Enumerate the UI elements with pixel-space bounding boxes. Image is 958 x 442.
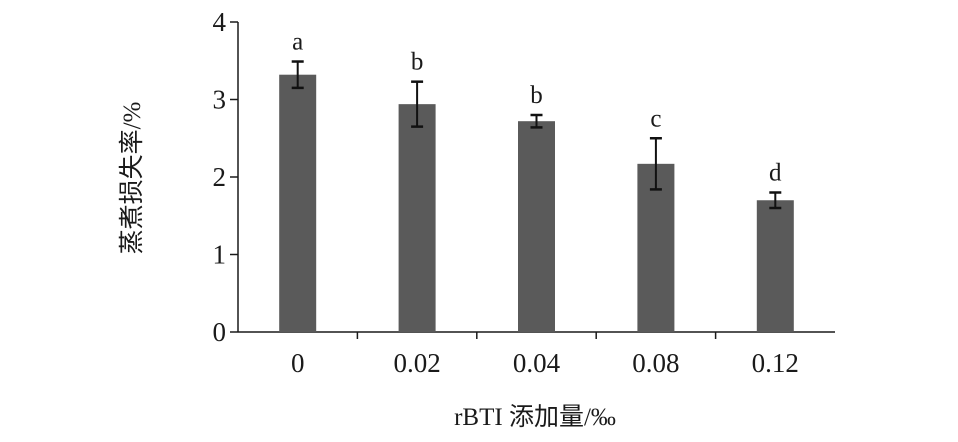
bar [279,74,317,332]
x-tick-label: 0.08 [632,348,679,378]
bar [398,104,436,333]
x-tick-label: 0.04 [513,348,561,378]
x-axis-title: rBTI 添加量/‰ [454,403,616,431]
bar [518,121,555,332]
significance-label: a [292,29,303,56]
y-tick-label: 3 [213,85,227,115]
y-tick-label: 0 [213,317,227,347]
bar [637,163,675,332]
plot-area: 0 1 2 3 4 a 0 b 0.02 b 0.04 c 0.08 d 0.12 [213,7,835,378]
y-tick-label: 2 [213,162,227,192]
bar [756,200,794,332]
significance-label: b [530,82,543,109]
significance-label: b [411,49,424,76]
y-tick-label: 1 [213,240,227,270]
y-tick-label: 4 [213,7,227,37]
significance-label: d [769,160,782,187]
x-tick-label: 0 [291,348,305,378]
y-axis-title: 蒸煮损失率/% [118,102,146,255]
x-tick-label: 0.02 [393,348,440,378]
significance-label: c [650,105,661,132]
x-tick-label: 0.12 [752,348,799,378]
